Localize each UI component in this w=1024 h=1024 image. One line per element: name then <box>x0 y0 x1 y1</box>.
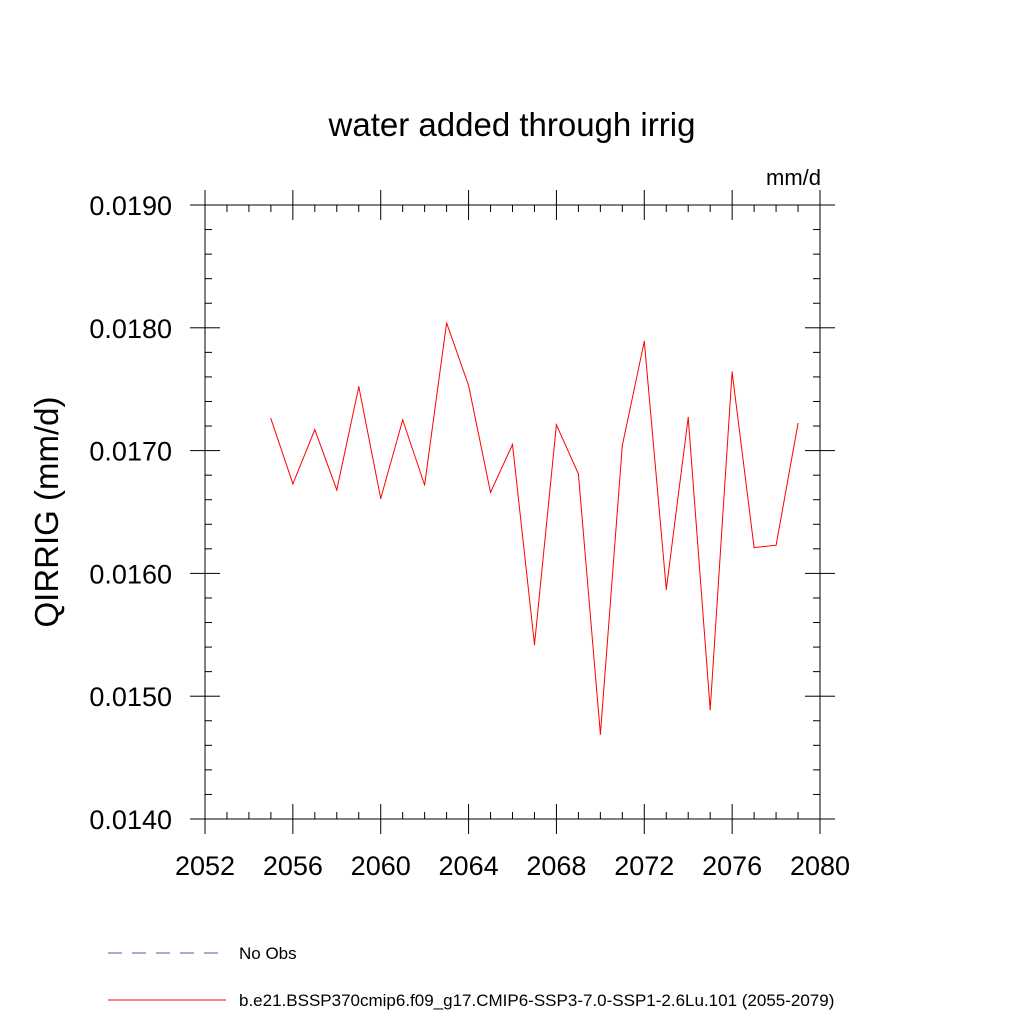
x-tick-label: 2080 <box>790 851 850 881</box>
data-point <box>424 484 426 486</box>
data-point <box>270 418 272 420</box>
x-tick-label: 2072 <box>614 851 674 881</box>
data-point <box>358 386 360 388</box>
x-tick-label: 2076 <box>702 851 762 881</box>
data-point <box>775 544 777 546</box>
units-label: mm/d <box>766 165 821 190</box>
plot-frame <box>204 204 821 820</box>
legend-label: b.e21.BSSP370cmip6.f09_g17.CMIP6-SSP3-7.… <box>239 991 834 1010</box>
data-point <box>555 424 558 426</box>
series-line <box>270 322 799 735</box>
data-point <box>511 443 514 446</box>
y-axis-label: QIRRIG (mm/d) <box>28 397 65 628</box>
legend: No Obs b.e21.BSSP370cmip6.f09_g17.CMIP6-S… <box>108 944 834 1010</box>
x-tick-label: 2052 <box>175 851 235 881</box>
legend-label: No Obs <box>239 944 297 963</box>
y-tick-label: 0.0190 <box>89 191 172 221</box>
data-point <box>687 416 689 419</box>
chart-title: water added through irrig <box>328 106 696 143</box>
data-point <box>533 644 536 646</box>
y-tick-labels: 0.0140 0.0150 0.0160 0.0170 0.0180 0.0190 <box>89 191 172 835</box>
data-point <box>731 371 733 373</box>
data-point <box>292 483 294 485</box>
data-point <box>314 429 316 431</box>
data-point <box>467 384 470 387</box>
y-tick-label: 0.0140 <box>89 805 172 835</box>
x-tick-label: 2060 <box>351 851 411 881</box>
axis-ticks <box>190 190 835 834</box>
data-point <box>336 489 338 491</box>
y-tick-label: 0.0160 <box>89 559 172 589</box>
y-tick-label: 0.0180 <box>89 314 172 344</box>
data-point <box>446 322 448 324</box>
data-point <box>797 422 799 425</box>
data-point <box>489 491 492 493</box>
x-tick-label: 2068 <box>526 851 586 881</box>
data-point <box>402 419 404 421</box>
data-point <box>577 473 579 475</box>
data-point <box>709 709 711 711</box>
data-point <box>643 340 645 342</box>
x-tick-label: 2056 <box>263 851 323 881</box>
data-point <box>380 497 382 500</box>
x-tick-labels: 2052 2056 2060 2064 2068 2072 2076 2080 <box>175 851 850 881</box>
x-tick-label: 2064 <box>439 851 499 881</box>
data-point <box>621 445 623 447</box>
data-point <box>753 547 755 549</box>
data-point <box>665 588 667 590</box>
y-tick-label: 0.0170 <box>89 437 172 467</box>
data-point <box>599 733 601 735</box>
data-series <box>270 322 799 735</box>
y-tick-label: 0.0150 <box>89 682 172 712</box>
